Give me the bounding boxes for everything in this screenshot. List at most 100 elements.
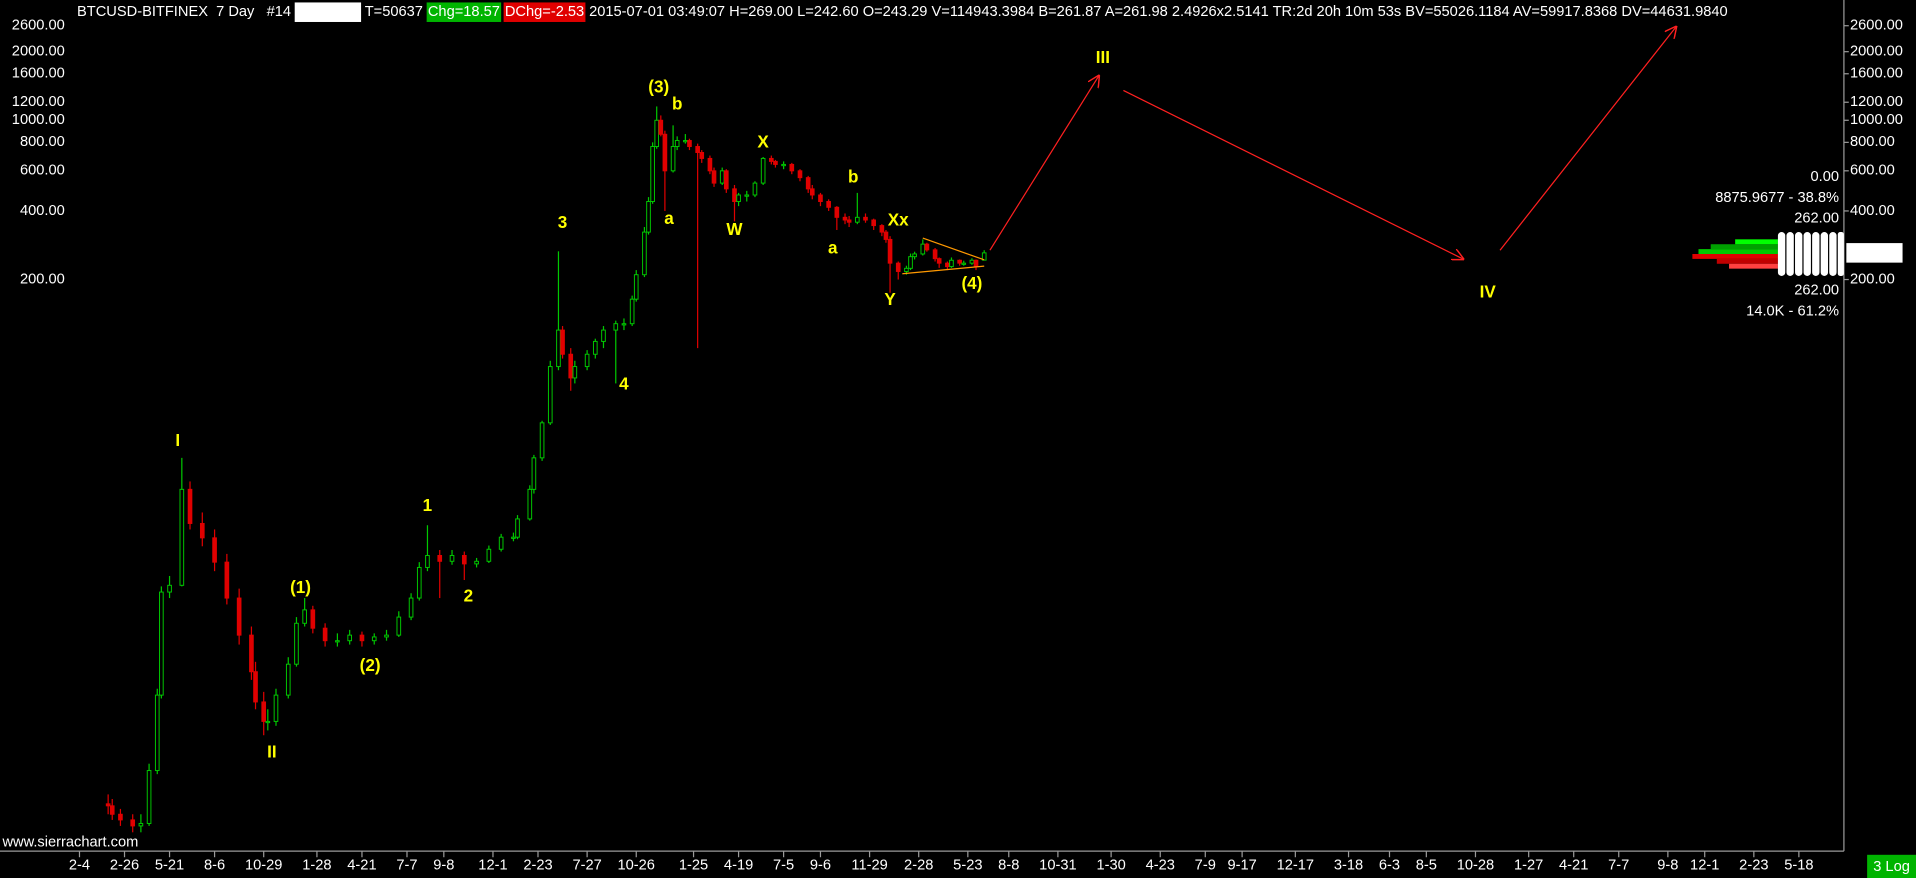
x-tick-label: 7-9 xyxy=(1195,858,1216,874)
wave-label: (4) xyxy=(961,274,982,293)
candle-body xyxy=(961,262,967,265)
candle-body xyxy=(568,353,574,379)
projection-line xyxy=(902,265,985,275)
y-tick-label-right: 2000.00 xyxy=(1850,44,1903,60)
candle-body xyxy=(146,770,152,824)
volume-profile xyxy=(1692,232,1844,276)
projection-line xyxy=(989,76,1099,251)
candle-body xyxy=(973,259,979,268)
candle-body xyxy=(969,259,975,264)
candle-body xyxy=(613,323,619,331)
candle-body xyxy=(498,536,504,550)
header-text: Chg=18.57 xyxy=(428,4,500,20)
x-tick-label: 4-23 xyxy=(1146,858,1175,874)
x-tick-label: 7-27 xyxy=(572,858,601,874)
candle-body xyxy=(924,243,930,251)
candle-body xyxy=(118,813,123,821)
x-tick-label: 10-29 xyxy=(245,858,282,874)
candle-body xyxy=(547,366,553,424)
candle-body xyxy=(674,140,680,148)
header-text: BTCUSD-BITFINEX 7 Day #14 xyxy=(77,4,291,20)
candle-body xyxy=(261,701,267,722)
candle-body xyxy=(904,267,909,272)
y-tick-label-left: 400.00 xyxy=(20,203,65,219)
x-tick-label: 4-21 xyxy=(1559,858,1588,874)
candle-body xyxy=(167,584,172,593)
candle-body xyxy=(912,253,917,258)
candle-body xyxy=(711,170,717,184)
candle-body xyxy=(253,671,258,703)
candle-body xyxy=(895,262,901,272)
profile-bar xyxy=(1735,239,1778,245)
profile-bar xyxy=(1710,244,1778,250)
candle-body xyxy=(109,805,115,815)
candle-body xyxy=(371,636,377,642)
candle-body xyxy=(781,163,786,167)
candle-body xyxy=(633,274,639,300)
candle-body xyxy=(789,163,795,172)
candle-body xyxy=(654,119,660,148)
x-tick-label: 10-28 xyxy=(1457,858,1494,874)
candle-body xyxy=(335,640,340,643)
header-text: T=50637 xyxy=(365,4,423,20)
wave-label: Y xyxy=(884,290,896,309)
candle-body xyxy=(842,216,848,221)
x-tick-label: 4-21 xyxy=(347,858,376,874)
x-tick-label: 9-6 xyxy=(810,858,831,874)
wave-label: (2) xyxy=(360,656,381,675)
candle-body xyxy=(539,422,545,459)
x-tick-label: 2-28 xyxy=(904,858,933,874)
wave-label: II xyxy=(267,743,277,762)
candle-body xyxy=(592,340,598,355)
x-tick-label: 12-1 xyxy=(478,858,507,874)
wave-label: a xyxy=(664,209,674,228)
wave-label: b xyxy=(848,168,858,187)
candle-body xyxy=(981,252,987,261)
candle-body xyxy=(515,518,520,538)
x-tick-label: 9-8 xyxy=(1657,858,1678,874)
header-bg xyxy=(503,2,586,22)
x-tick-label: 9-8 xyxy=(433,858,454,874)
profile-bar xyxy=(1716,258,1778,264)
candle-body xyxy=(642,231,647,276)
y-tick-label-left: 2000.00 xyxy=(12,44,65,60)
profile-label: 14.0K - 61.2% xyxy=(1746,303,1839,319)
candle-body xyxy=(949,259,954,268)
candle-body xyxy=(138,822,144,827)
candle-body xyxy=(572,366,578,379)
site-label: www.sierrachart.com xyxy=(1,834,138,850)
candle-body xyxy=(760,157,766,184)
candle-body xyxy=(347,634,352,642)
wave-label: III xyxy=(1096,48,1110,67)
candle-body xyxy=(752,182,758,196)
candle-body xyxy=(601,329,606,342)
header-text: C=261.86 xyxy=(296,4,360,20)
scale-label: 3 Log xyxy=(1873,859,1910,875)
profile-label: 262.00 xyxy=(1794,211,1839,227)
wave-label: X xyxy=(757,132,769,151)
candle-body xyxy=(511,536,516,539)
candle-body xyxy=(646,201,651,233)
y-tick-label-left: 600.00 xyxy=(20,163,65,179)
candle-body xyxy=(584,353,590,368)
candle-body xyxy=(154,694,160,772)
x-tick-label: 5-21 xyxy=(155,858,184,874)
y-tick-label-left: 1000.00 xyxy=(12,112,65,128)
header-bg xyxy=(426,2,502,22)
candle-body xyxy=(130,819,136,827)
candle-body xyxy=(957,259,962,264)
header-bg xyxy=(587,2,1729,22)
wave-label: a xyxy=(828,239,838,258)
y-tick-label-right: 1000.00 xyxy=(1850,112,1903,128)
candle-body xyxy=(461,555,467,565)
wave-label: (1) xyxy=(290,578,311,597)
candle-body xyxy=(670,146,676,172)
candle-body xyxy=(527,488,533,520)
x-tick-label: 2-26 xyxy=(110,858,139,874)
header-text: DChg=-2.53 xyxy=(505,4,584,20)
candle-body xyxy=(322,627,328,642)
wave-label: Xx xyxy=(888,211,909,230)
candle-body xyxy=(265,720,271,724)
x-tick-label: 8-8 xyxy=(998,858,1019,874)
